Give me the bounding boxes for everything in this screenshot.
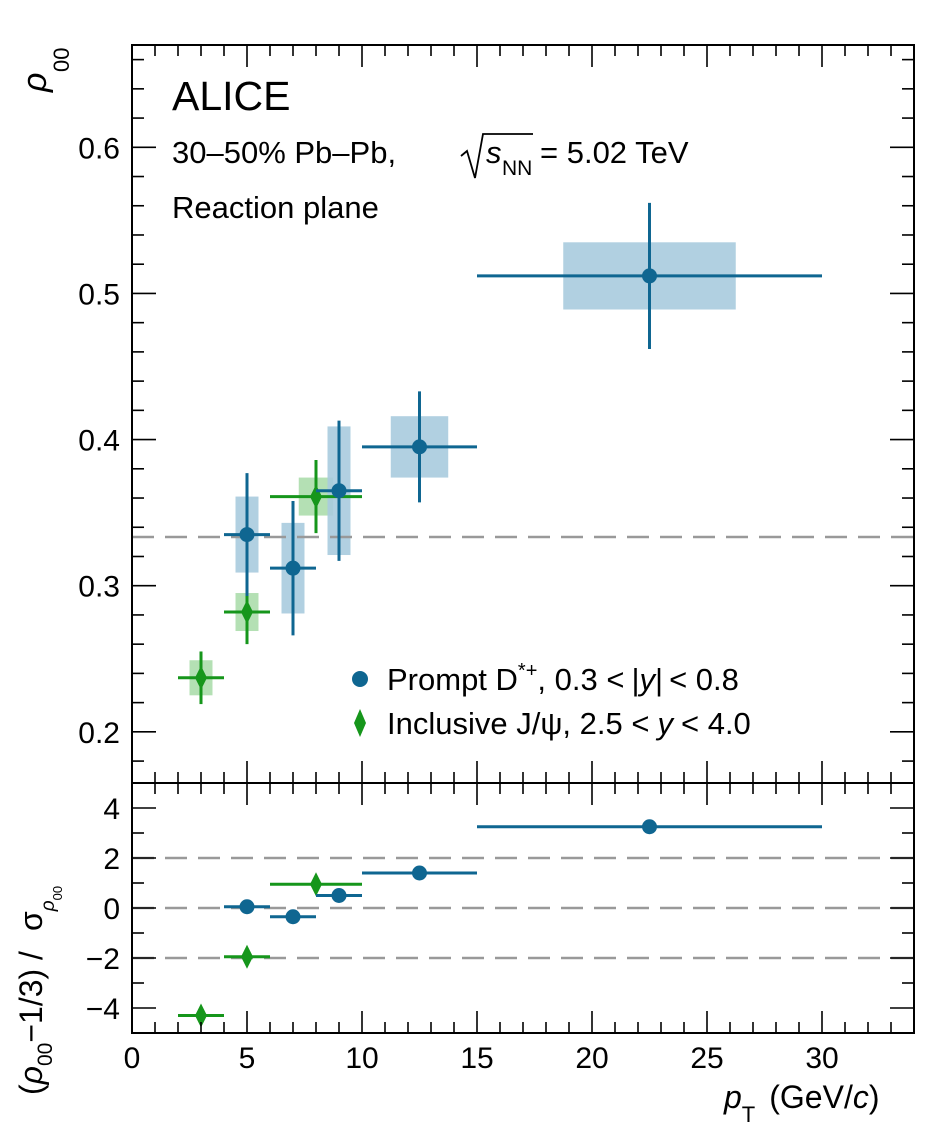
svg-text:(ρ00−1/3) /σρ00: (ρ00−1/3) /σρ00 [13, 886, 65, 1095]
axes-and-ticks: 0 5 10 15 20 25 30 0.2 0.3 0.4 0.5 0.6 −4 −2 0 2 4 [78, 44, 915, 1075]
bottom-point-dstar-2 [331, 888, 347, 903]
bottom-point-dstar-0 [239, 899, 255, 915]
point-dstar-3 [412, 439, 427, 455]
xtick-label-0: 0 [124, 1042, 141, 1075]
legend-marker-dstar [352, 671, 368, 687]
bottom-ytick-label-0: −4 [86, 993, 120, 1026]
svg-text:00: 00 [49, 48, 74, 72]
energy-subscript: NN [502, 157, 532, 180]
top-systematic-boxes [189, 242, 736, 696]
collision-label: 30–50% Pb–Pb, [172, 135, 396, 170]
point-jpsi-1 [241, 600, 253, 625]
bottom-point-dstar-4 [642, 819, 657, 835]
experiment-label: ALICE [172, 73, 291, 119]
legend-marker-jpsi [354, 709, 366, 737]
top-data-marks [178, 202, 822, 705]
xtick-label-10: 10 [345, 1042, 378, 1075]
point-dstar-0 [239, 527, 255, 543]
xtick-label-15: 15 [460, 1042, 493, 1075]
method-label: Reaction plane [172, 190, 379, 225]
bottom-ytick-label-1: −2 [86, 943, 120, 976]
bottom-ytick-label-3: 2 [103, 843, 120, 876]
top-ytick-label-3: 0.5 [78, 278, 120, 311]
legend: Prompt D*+, 0.3 < |y| < 0.8 Inclusive J/ψ,… [352, 660, 751, 741]
bottom-ytick-label-2: 0 [103, 893, 120, 926]
energy-value: = 5.02 TeV [540, 135, 689, 170]
point-dstar-4 [642, 268, 657, 284]
xlabel: pT (GeV/c) [723, 1079, 879, 1127]
sqrt-symbol [460, 133, 533, 179]
xtick-label-5: 5 [239, 1042, 256, 1075]
top-ytick-label-4: 0.6 [78, 132, 120, 165]
top-ylabel: ρ 00 [16, 48, 74, 93]
xtick-label-20: 20 [575, 1042, 608, 1075]
point-dstar-2 [331, 483, 347, 499]
bottom-ytick-label-4: 4 [103, 793, 120, 826]
point-jpsi-0 [195, 665, 207, 690]
svg-text:ρ: ρ [16, 73, 54, 93]
energy-symbol: s [486, 135, 502, 170]
xtick-label-25: 25 [690, 1042, 723, 1075]
bottom-point-jpsi-1 [241, 944, 253, 969]
point-dstar-1 [285, 560, 301, 576]
bottom-point-jpsi-0 [195, 1003, 207, 1028]
bottom-ylabel: (ρ00−1/3) /σρ00 [13, 886, 65, 1095]
bottom-point-dstar-1 [285, 909, 301, 925]
legend-label-jpsi: Inclusive J/ψ, 2.5 < y < 4.0 [387, 706, 751, 741]
bottom-point-jpsi-2 [310, 872, 322, 897]
bottom-point-dstar-3 [412, 865, 427, 881]
top-ytick-label-0: 0.2 [78, 717, 120, 750]
bottom-panel-marks [132, 819, 914, 1028]
top-ytick-label-2: 0.4 [78, 425, 120, 458]
xtick-label-30: 30 [805, 1042, 838, 1075]
legend-label-dstar: Prompt D*+, 0.3 < |y| < 0.8 [387, 660, 739, 697]
top-ytick-label-1: 0.3 [78, 571, 120, 604]
